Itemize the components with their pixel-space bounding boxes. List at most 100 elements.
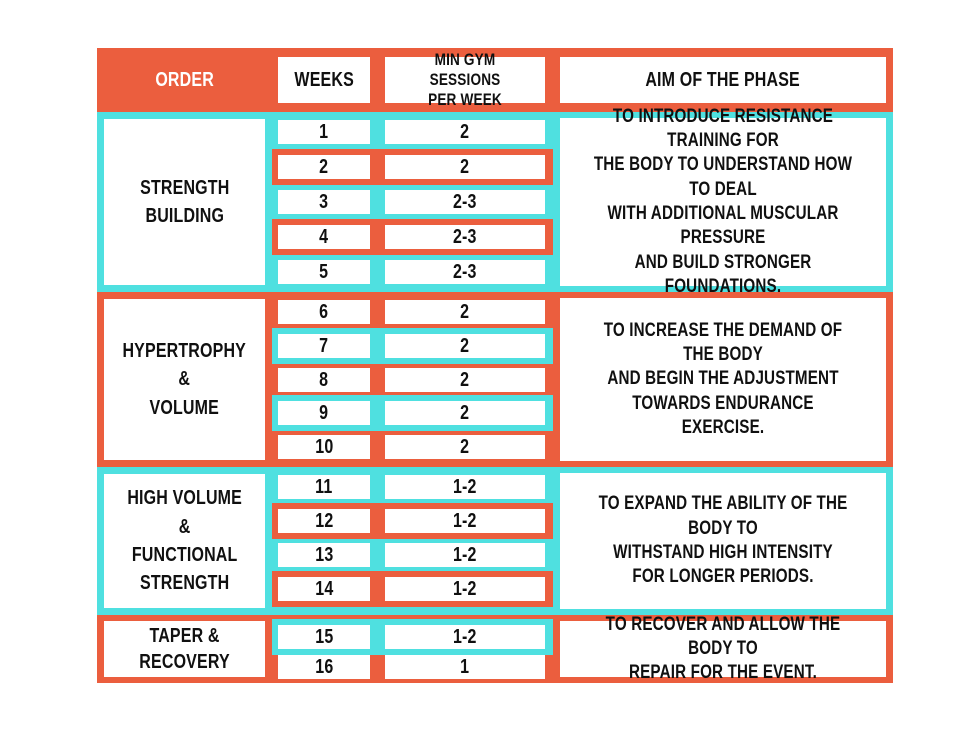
week-number: 4	[319, 226, 329, 248]
week-number-cell: 13	[278, 543, 370, 567]
aim-column: TO EXPAND THE ABILITY OF THE BODY TO WIT…	[556, 467, 893, 615]
aim-column: TO INTRODUCE RESISTANCE TRAINING FOR THE…	[556, 106, 893, 297]
phase-order-box: STRENGTH BUILDING	[104, 119, 265, 285]
sessions-value: 2	[460, 436, 470, 458]
header-middle-cells: WEEKS MIN GYM SESSIONS PER WEEK	[272, 50, 556, 109]
header-weeks-label: WEEKS	[294, 68, 354, 91]
week-row: 4 2-3	[272, 219, 556, 255]
header-weeks-box: WEEKS	[278, 57, 370, 103]
training-plan-table: ORDER WEEKS MIN GYM SESSIONS PER WEEK AI…	[97, 48, 893, 683]
sessions-value: 2	[460, 301, 470, 323]
sessions-value: 2	[460, 334, 470, 357]
sessions-value: 2-3	[453, 191, 477, 213]
sessions-cell: 1-2	[385, 475, 545, 499]
sessions-cell: 1-2	[385, 625, 545, 649]
sessions-cell: 1-2	[385, 577, 545, 601]
sessions-cell: 1-2	[385, 509, 545, 533]
week-number: 2	[319, 156, 329, 178]
highlight-band: 14 1-2	[272, 571, 553, 607]
header-aim-cell: AIM OF THE PHASE	[556, 57, 893, 103]
phase-order-box: HYPERTROPHY & VOLUME	[104, 299, 265, 460]
phase-order-box: TAPER & RECOVERY	[104, 621, 265, 677]
sessions-value: 1-2	[453, 476, 477, 498]
header-sessions-box: MIN GYM SESSIONS PER WEEK	[385, 50, 545, 109]
sessions-cell: 2-3	[385, 260, 545, 284]
week-row: 15 1-2	[272, 619, 556, 655]
week-row: 16 1	[272, 655, 556, 679]
sessions-cell: 2	[385, 300, 545, 324]
week-number: 1	[319, 121, 329, 143]
week-number-cell: 14	[278, 577, 370, 601]
week-number-cell: 1	[278, 120, 370, 144]
sessions-value: 1-2	[453, 544, 477, 566]
week-number-cell: 11	[278, 475, 370, 499]
week-row: 11 1-2	[272, 475, 556, 499]
aim-column: TO INCREASE THE DEMAND OF THE BODY AND B…	[556, 292, 893, 467]
week-number-cell: 2	[278, 155, 370, 179]
phase-section-high-volume-functional-strength: HIGH VOLUME & FUNCTIONAL STRENGTH 11 1-2 1…	[97, 467, 893, 615]
week-number: 13	[314, 544, 334, 566]
phase-label: HYPERTROPHY & VOLUME	[122, 339, 247, 419]
phase-label: HIGH VOLUME & FUNCTIONAL STRENGTH	[127, 487, 242, 595]
sessions-cell: 2	[385, 435, 545, 459]
week-number-cell: 4	[278, 225, 370, 249]
sessions-cell: 2	[385, 367, 545, 392]
highlight-band: 15 1-2	[272, 619, 553, 655]
week-rows: 1 2 2 2 3 2-3 4 2-3 5 2-3	[272, 112, 556, 292]
sessions-value: 1	[460, 656, 470, 678]
week-row: 5 2-3	[272, 260, 556, 284]
week-row: 14 1-2	[272, 571, 556, 607]
sessions-value: 2-3	[453, 261, 477, 283]
sessions-cell: 2	[385, 120, 545, 144]
week-row: 3 2-3	[272, 190, 556, 214]
header-order-cell: ORDER	[97, 68, 272, 93]
sessions-value: 2	[460, 121, 470, 143]
sessions-cell: 2	[385, 155, 545, 179]
order-column: HYPERTROPHY & VOLUME	[97, 292, 272, 467]
order-column: HIGH VOLUME & FUNCTIONAL STRENGTH	[97, 467, 272, 615]
sessions-value: 1-2	[453, 626, 477, 648]
header-aim-box: AIM OF THE PHASE	[560, 57, 886, 103]
table-header-row: ORDER WEEKS MIN GYM SESSIONS PER WEEK AI…	[97, 48, 893, 112]
week-number-cell: 10	[278, 435, 370, 459]
header-order-label: ORDER	[155, 68, 214, 91]
week-number-cell: 12	[278, 509, 370, 533]
phase-section-hypertrophy-volume: HYPERTROPHY & VOLUME 6 2 7 2 8 2 9 2 10 2 TO INCR…	[97, 292, 893, 467]
week-number-cell: 3	[278, 190, 370, 214]
sessions-cell: 2-3	[385, 190, 545, 214]
week-number: 16	[314, 656, 334, 678]
header-aim-label: AIM OF THE PHASE	[645, 68, 801, 91]
week-number: 10	[314, 436, 334, 458]
week-number-cell: 15	[278, 625, 370, 649]
week-number: 14	[314, 578, 334, 600]
week-number: 11	[315, 476, 333, 498]
week-number: 3	[319, 191, 329, 213]
phase-aim-box: TO INCREASE THE DEMAND OF THE BODY AND B…	[560, 298, 886, 461]
week-number: 12	[314, 510, 334, 532]
sessions-cell: 2-3	[385, 225, 545, 249]
order-column: STRENGTH BUILDING	[97, 112, 272, 292]
sessions-value: 1-2	[453, 578, 477, 600]
phase-label: STRENGTH BUILDING	[139, 176, 230, 227]
header-sessions-label: MIN GYM SESSIONS PER WEEK	[428, 49, 502, 110]
week-number-cell: 16	[278, 655, 370, 679]
phase-aim-box: TO RECOVER AND ALLOW THE BODY TO REPAIR …	[560, 614, 886, 683]
highlight-band: 4 2-3	[272, 219, 553, 255]
phase-aim-box: TO EXPAND THE ABILITY OF THE BODY TO WIT…	[560, 473, 886, 609]
week-number-cell: 5	[278, 260, 370, 284]
phase-aim-text: TO EXPAND THE ABILITY OF THE BODY TO WIT…	[598, 493, 848, 588]
week-row: 12 1-2	[272, 503, 556, 539]
phase-aim-box: TO INTRODUCE RESISTANCE TRAINING FOR THE…	[560, 106, 886, 297]
aim-column: TO RECOVER AND ALLOW THE BODY TO REPAIR …	[556, 614, 893, 683]
week-row: 13 1-2	[272, 543, 556, 567]
order-column: TAPER & RECOVERY	[97, 615, 272, 683]
